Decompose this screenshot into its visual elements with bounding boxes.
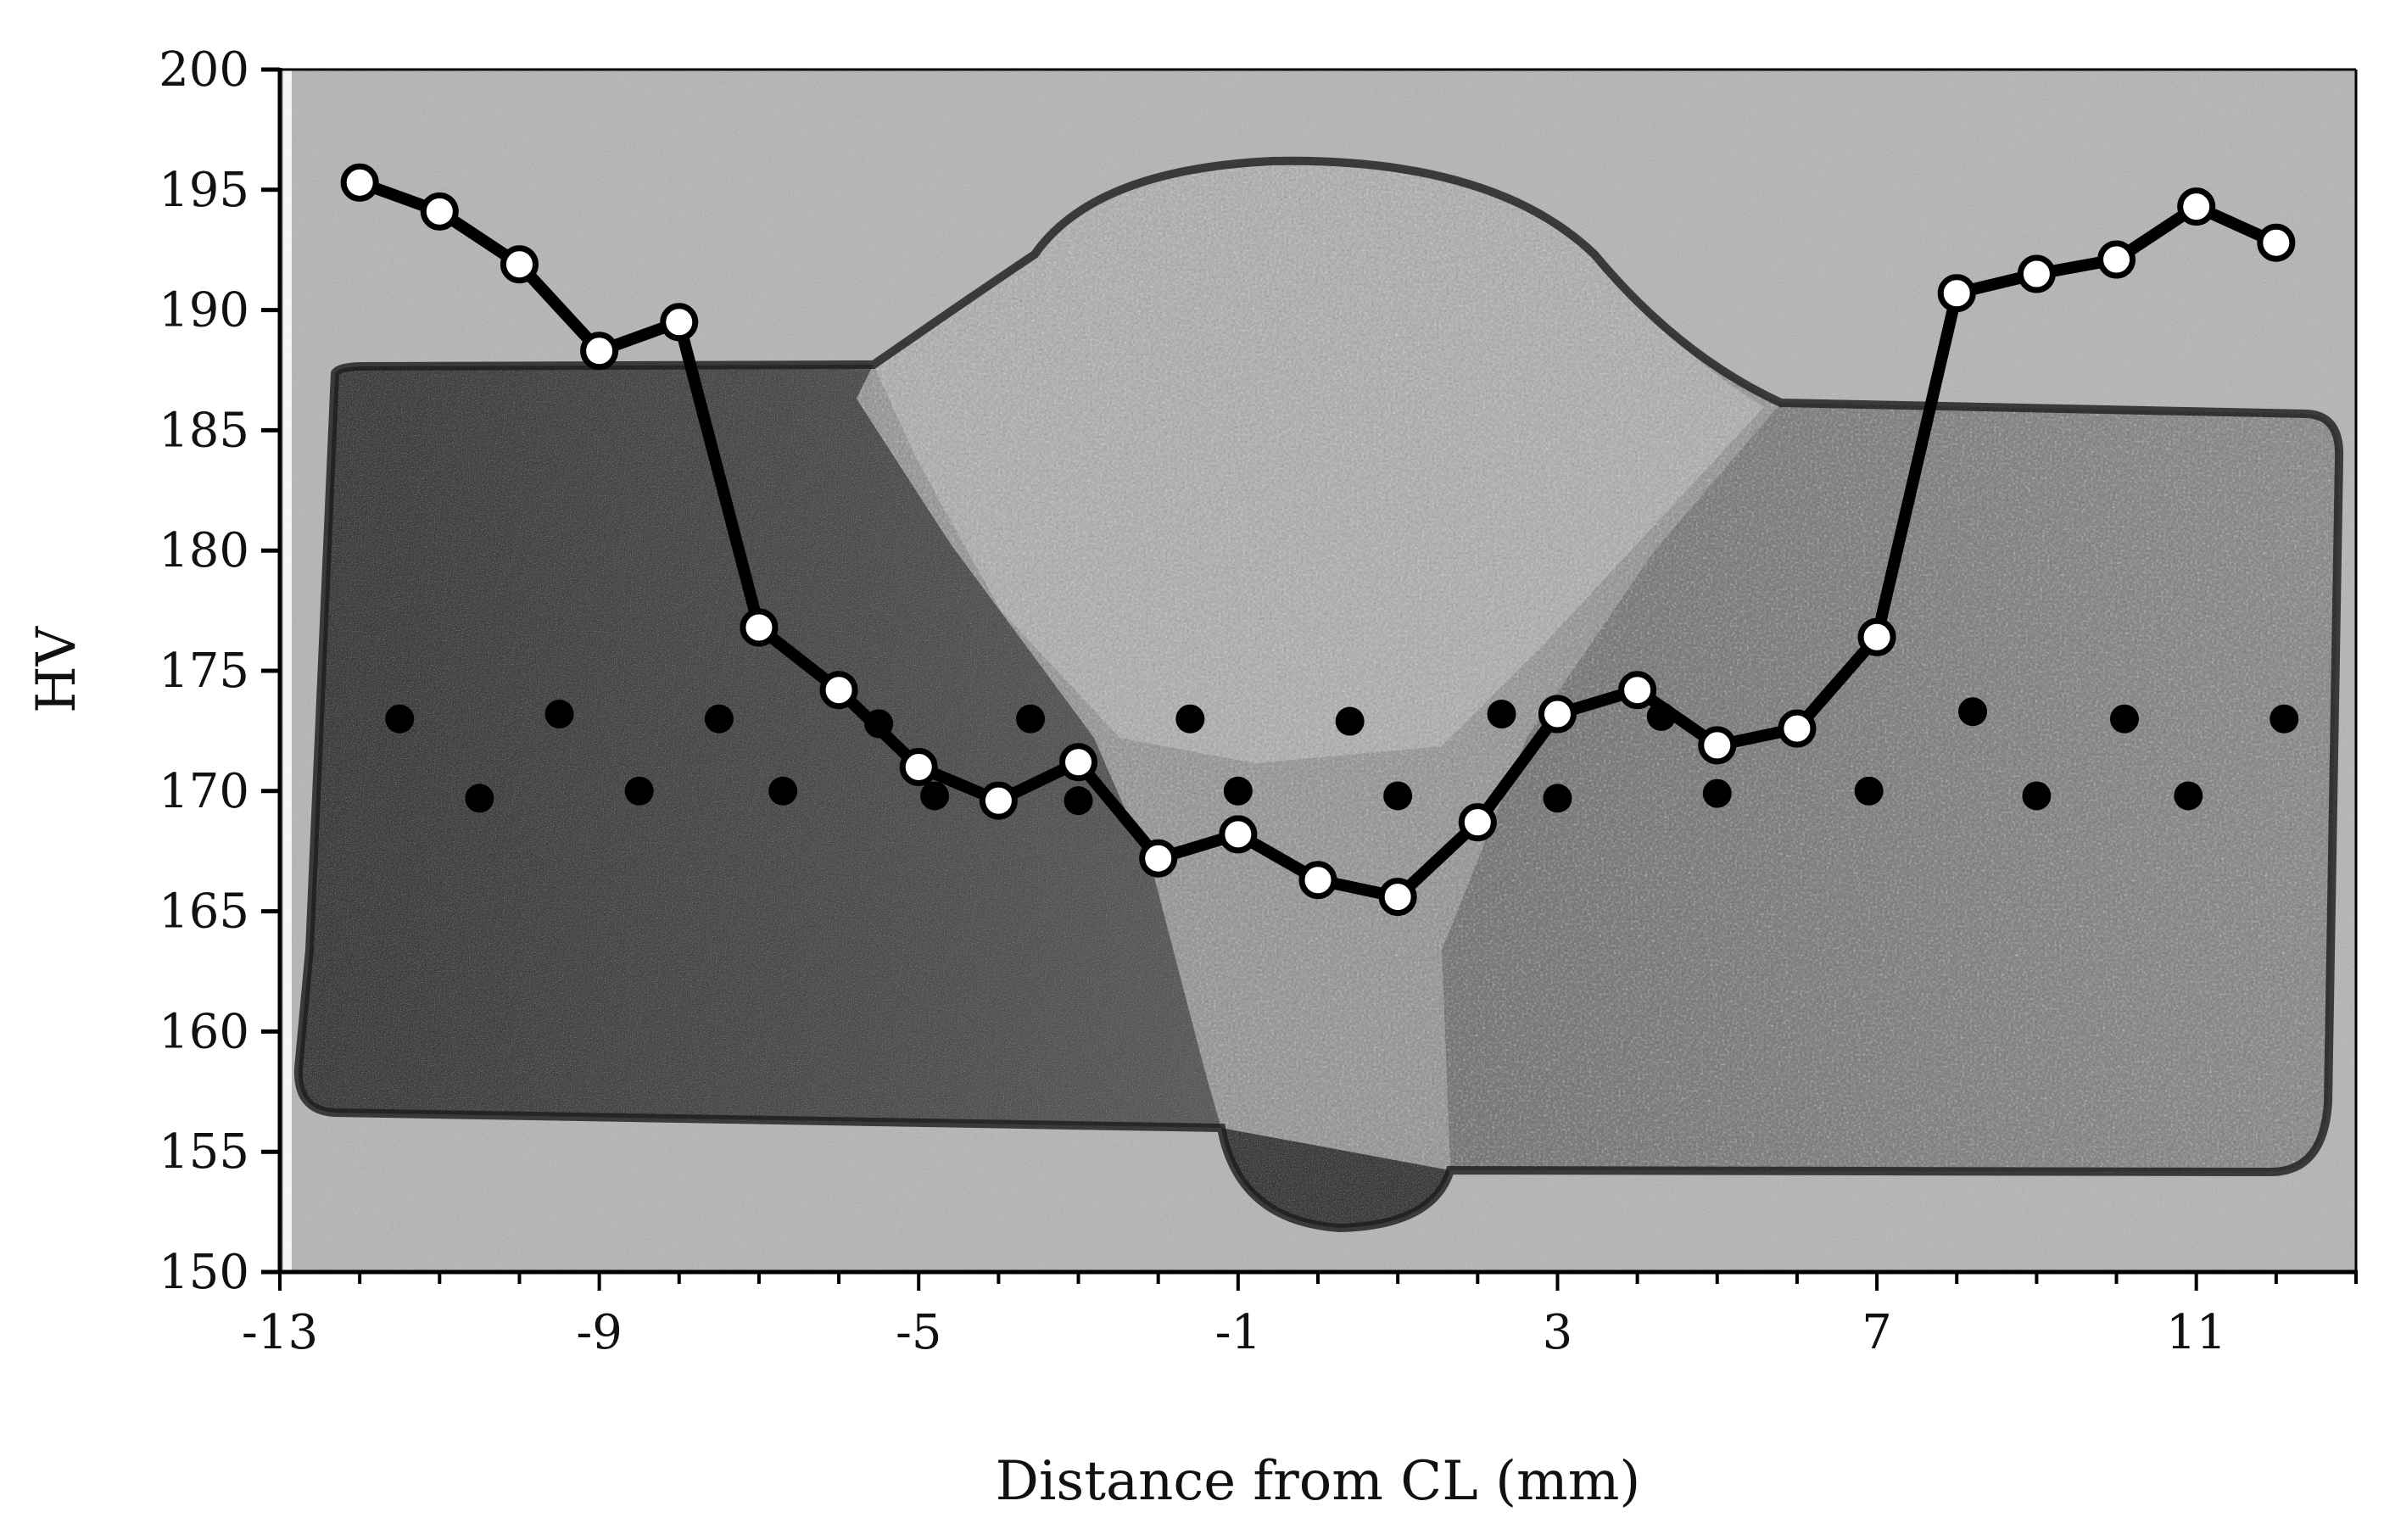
indent-dot <box>1702 778 1732 808</box>
indent-dot <box>1487 700 1516 729</box>
x-tick-label: 11 <box>2166 1305 2226 1360</box>
y-tick-label: 190 <box>159 283 249 338</box>
data-point <box>1298 861 1337 900</box>
data-point <box>1778 709 1817 748</box>
data-point <box>1698 726 1737 765</box>
indent-dot <box>768 776 798 806</box>
hardness-series <box>340 163 2296 917</box>
indent-dot <box>1854 776 1884 806</box>
y-axis-title: HV <box>25 625 88 713</box>
indent-dot <box>1016 704 1046 734</box>
data-point <box>1857 617 1896 656</box>
data-point <box>340 163 379 202</box>
data-point <box>1538 695 1577 734</box>
y-tick-label: 175 <box>159 644 249 699</box>
indent-dot <box>2022 781 2052 811</box>
data-point <box>2257 223 2296 262</box>
indent-dot <box>1958 697 1988 727</box>
indent-dot <box>2174 781 2203 811</box>
weld-micrograph-background <box>280 70 2356 1272</box>
x-tick-label: 3 <box>1543 1305 1573 1360</box>
indent-dot <box>624 776 654 806</box>
data-point <box>2177 187 2216 226</box>
indent-dot <box>385 704 415 734</box>
data-point <box>1139 839 1178 878</box>
data-point <box>1219 815 1258 854</box>
y-tick-label: 180 <box>159 523 249 578</box>
y-tick-label: 185 <box>159 403 249 458</box>
x-tick-label: -1 <box>1215 1305 1262 1360</box>
indent-dot <box>1543 784 1572 813</box>
data-point <box>2017 254 2056 293</box>
data-point <box>2097 240 2136 279</box>
indent-dot <box>544 700 574 729</box>
data-point <box>1378 878 1417 917</box>
data-point <box>899 747 938 786</box>
data-point <box>979 781 1018 820</box>
y-tick-label: 170 <box>159 764 249 819</box>
indent-dot <box>1064 786 1093 816</box>
y-tick-label: 150 <box>159 1245 249 1300</box>
x-tick-label: -13 <box>242 1305 318 1360</box>
data-point <box>580 332 619 371</box>
y-tick-label: 165 <box>159 884 249 940</box>
indent-dot <box>465 784 494 813</box>
data-point <box>1059 743 1098 782</box>
x-tick-label: -9 <box>576 1305 623 1360</box>
x-ticks: -13 -9 -5 -1 3 7 11 <box>242 1272 2358 1360</box>
y-ticks: 150 155 160 165 170 175 180 185 190 195 200 <box>159 42 280 1300</box>
data-point <box>500 245 539 284</box>
data-point <box>1458 803 1497 842</box>
y-tick-label: 155 <box>159 1124 249 1180</box>
data-point <box>420 192 459 231</box>
data-point <box>1937 274 1976 313</box>
indent-dot <box>1223 776 1253 806</box>
indent-dot <box>2109 704 2139 734</box>
data-point <box>660 303 699 342</box>
indent-dot <box>920 781 950 811</box>
indent-dot <box>1335 706 1365 736</box>
x-tick-label: 7 <box>1862 1305 1892 1360</box>
y-tick-label: 160 <box>159 1004 249 1059</box>
x-tick-label: -5 <box>896 1305 942 1360</box>
data-point <box>1618 671 1657 710</box>
data-point <box>819 671 858 710</box>
data-point <box>740 608 779 647</box>
indent-dot <box>1383 781 1413 811</box>
indent-dot <box>2270 704 2299 734</box>
x-axis-title: Distance from CL (mm) <box>996 1450 1641 1513</box>
y-tick-label: 200 <box>159 42 249 98</box>
indent-dot <box>1175 704 1205 734</box>
indent-dot <box>704 704 734 734</box>
y-tick-label: 195 <box>159 163 249 218</box>
